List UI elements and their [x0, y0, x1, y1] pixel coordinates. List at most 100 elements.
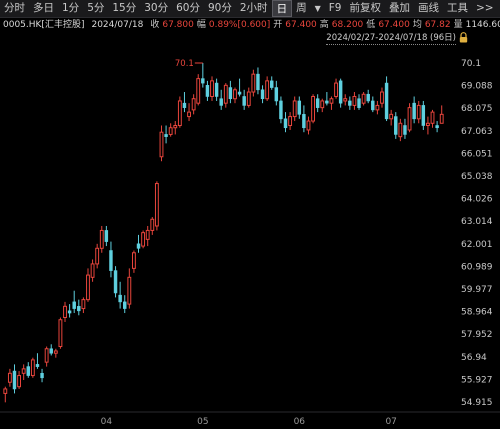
high-value: 68.200: [331, 20, 364, 30]
toolbar-item-16[interactable]: >>: [475, 2, 494, 14]
candle-body-down: [136, 243, 141, 249]
candle-body-up: [30, 359, 35, 377]
candle-body-up: [58, 319, 63, 348]
candle-body-up: [187, 111, 191, 118]
candle-body-up: [292, 100, 297, 118]
candle-body-up: [265, 80, 270, 100]
toolbar-item-5[interactable]: 30分: [144, 2, 169, 14]
y-tick-label: 60.989: [461, 262, 493, 272]
toolbar-item-3[interactable]: 5分: [87, 2, 105, 14]
avg-value: 67.82: [424, 20, 451, 30]
y-tick-label: 54.915: [461, 398, 493, 408]
candle-body-up: [7, 372, 12, 383]
candle-body-up: [398, 122, 403, 138]
low-label: 低: [366, 20, 376, 30]
open-value: 67.400: [285, 20, 317, 30]
candle-body-up: [44, 348, 49, 363]
close-label: 收: [150, 20, 160, 30]
y-tick-label: 58.964: [461, 308, 493, 318]
toolbar-item-7[interactable]: 90分: [208, 2, 232, 14]
candle-body-down: [228, 87, 233, 100]
y-tick-label: 67.063: [461, 127, 493, 137]
candle-body-down: [274, 87, 279, 102]
candle-body-down: [113, 270, 118, 294]
candle-body-up: [81, 299, 86, 310]
quote-info-bar: 0005.HK[汇丰控股] 2024/07/18 收 67.800 幅 0.89…: [0, 18, 500, 32]
candle-body-down: [371, 100, 375, 111]
candle-body-up: [380, 91, 384, 104]
candle-body-down: [421, 105, 426, 126]
candle-body-up: [251, 73, 256, 93]
x-tick-label: 07: [385, 417, 396, 427]
toolbar-item-9[interactable]: 日: [271, 0, 293, 17]
toolbar-item-4[interactable]: 15分: [112, 2, 137, 14]
candle-body-down: [205, 85, 210, 97]
candle-body-up: [425, 122, 430, 127]
candle-body-up: [63, 305, 67, 319]
date-range-selector[interactable]: 2024/02/27-2024/07/18 (96日): [326, 33, 456, 45]
quote-date: 2024/07/18: [91, 20, 144, 30]
candle-body-up: [159, 131, 164, 158]
candle-body-up: [311, 95, 316, 122]
volume-label: 量: [453, 20, 463, 30]
toolbar-item-11[interactable]: F9: [328, 2, 342, 14]
candle-body-up: [141, 232, 146, 247]
candle-body-down: [366, 93, 370, 102]
toolbar-item-14[interactable]: 画线: [417, 2, 439, 14]
candle-body-down: [412, 102, 416, 120]
lock-icon[interactable]: [459, 32, 468, 43]
y-tick-label: 66.051: [461, 149, 493, 159]
candle-body-down: [283, 118, 288, 129]
period-dropdown-icon[interactable]: ▼: [314, 4, 321, 13]
candle-body-up: [3, 388, 8, 394]
candle-body-down: [164, 134, 168, 137]
candle-body-up: [352, 95, 357, 106]
candle-body-down: [109, 250, 113, 271]
candle-body-up: [21, 368, 26, 374]
candle-body-down: [12, 370, 17, 390]
candle-body-down: [182, 102, 187, 108]
high-label: 高: [319, 20, 329, 30]
x-tick-label: 05: [197, 417, 208, 427]
toolbar-item-12[interactable]: 前复权: [349, 2, 381, 14]
toolbar-item-10[interactable]: 周: [296, 2, 307, 14]
candle-body-up: [407, 107, 412, 131]
candle-body-up: [334, 82, 338, 97]
candle-body-up: [95, 247, 100, 265]
candle-body-up: [145, 229, 150, 240]
toolbar-item-8[interactable]: 2小时: [239, 2, 268, 14]
toolbar-item-6[interactable]: 60分: [176, 2, 200, 14]
toolbar-item-2[interactable]: 1分: [62, 2, 80, 14]
y-tick-label: 62.001: [461, 240, 493, 250]
candle-body-down: [403, 125, 407, 135]
candle-body-down: [49, 348, 53, 354]
toolbar-item-15[interactable]: 工具: [446, 2, 468, 14]
y-tick-label: 64.026: [461, 195, 493, 205]
candle-body-down: [315, 98, 320, 108]
candle-body-down: [279, 100, 283, 120]
max-price-label: 70.1: [175, 59, 194, 69]
candle-body-up: [389, 113, 394, 120]
candle-body-up: [416, 104, 421, 120]
candle-body-down: [72, 301, 76, 309]
candle-body-down: [104, 230, 109, 242]
y-tick-label: 57.952: [461, 330, 493, 340]
y-tick-label: 59.977: [461, 285, 493, 295]
candle-body-up: [90, 263, 95, 278]
chart-toolbar: 分时 多日 1分 5分 15分 30分 60分 90分 2小时日周 ▼ F9 前复权 叠加 画线 工具 >>: [0, 0, 500, 18]
candle-body-down: [256, 73, 260, 91]
toolbar-item-13[interactable]: 叠加: [388, 2, 410, 14]
candle-body-down: [237, 91, 242, 95]
toolbar-item-1[interactable]: 多日: [33, 2, 54, 14]
candle-body-up: [131, 252, 136, 269]
candle-body-down: [40, 373, 44, 379]
toolbar-item-0[interactable]: 分时: [4, 2, 25, 14]
candle-body-down: [242, 96, 246, 106]
candle-body-down: [123, 301, 127, 309]
y-tick-label: 70.1: [461, 59, 481, 69]
candle-body-down: [348, 100, 352, 106]
candle-body-down: [297, 100, 302, 115]
candle-body-down: [357, 98, 361, 108]
candle-body-up: [320, 100, 325, 109]
